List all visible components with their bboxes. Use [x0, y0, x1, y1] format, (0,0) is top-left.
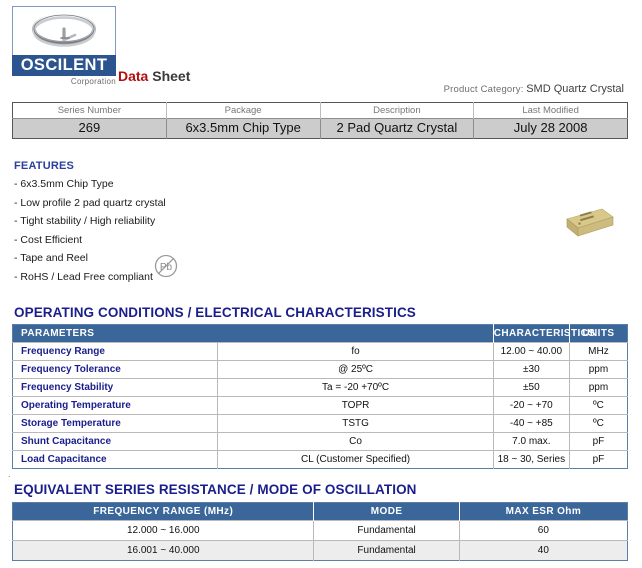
electrical-characteristic: ±50 — [493, 378, 570, 397]
table-row: Operating Temperature TOPR -20 ~ +70 ºC — [12, 396, 628, 415]
features-title: FEATURES — [14, 160, 75, 172]
info-table-header-row: Series Number Package Description Last M… — [12, 102, 628, 119]
esr-header-mode: MODE — [313, 502, 460, 521]
electrical-parameter: Frequency Range — [12, 342, 219, 361]
logo-wordmark: OSCILENT — [12, 55, 116, 76]
electrical-symbol: Co — [217, 432, 494, 451]
electrical-characteristic: 18 ~ 30, Series — [493, 450, 570, 469]
table-row: Shunt Capacitance Co 7.0 max. pF — [12, 432, 628, 451]
product-category-value: SMD Quartz Crystal — [526, 83, 624, 95]
electrical-units: ºC — [569, 396, 628, 415]
electrical-characteristic: ±30 — [493, 360, 570, 379]
electrical-parameter: Load Capacitance — [12, 450, 219, 469]
product-image-smd-crystal — [555, 205, 617, 249]
esr-max-esr: 40 — [459, 540, 628, 561]
electrical-header-row: PARAMETERS CHARACTERISTICS UNITS — [12, 324, 628, 343]
info-header-package: Package — [166, 102, 321, 119]
svg-text:Pb: Pb — [160, 262, 173, 273]
table-row: Frequency Tolerance @ 25ºC ±30 ppm — [12, 360, 628, 379]
electrical-units: pF — [569, 432, 628, 451]
feature-item: - Cost Efficient — [14, 233, 83, 246]
electrical-characteristic: -40 ~ +85 — [493, 414, 570, 433]
electrical-symbol: Ta = -20 +70ºC — [217, 378, 494, 397]
table-row: 12.000 ~ 16.000 Fundamental 60 — [12, 520, 628, 541]
logo-subtitle: Corporation — [70, 77, 116, 86]
electrical-units: ppm — [569, 360, 628, 379]
table-row: Storage Temperature TSTG -40 ~ +85 ºC — [12, 414, 628, 433]
info-value-series-number: 269 — [12, 118, 167, 139]
electrical-units: ºC — [569, 414, 628, 433]
feature-item: - 6x3.5mm Chip Type — [14, 178, 114, 190]
electrical-symbol: TOPR — [217, 396, 494, 415]
electrical-header-parameters: PARAMETERS — [12, 324, 494, 343]
product-category: Product Category: SMD Quartz Crystal — [444, 83, 624, 95]
esr-mode-table: FREQUENCY RANGE (MHz) MODE MAX ESR Ohm 1… — [12, 502, 628, 561]
electrical-units: MHz — [569, 342, 628, 361]
lead-free-pb-icon: Pb — [152, 252, 180, 280]
electrical-parameter: Storage Temperature — [12, 414, 219, 433]
electrical-units: ppm — [569, 378, 628, 397]
doc-type-word-data: Data — [118, 68, 149, 84]
section-heading-electrical: OPERATING CONDITIONS / ELECTRICAL CHARAC… — [14, 305, 416, 320]
document-type-title: Data Sheet — [118, 68, 190, 84]
electrical-characteristic: 12.00 ~ 40.00 — [493, 342, 570, 361]
table-row: 16.001 ~ 40.000 Fundamental 40 — [12, 540, 628, 561]
electrical-units: pF — [569, 450, 628, 469]
feature-item: - Low profile 2 pad quartz crystal — [14, 196, 166, 209]
electrical-characteristic: 7.0 max. — [493, 432, 570, 451]
product-category-label: Product Category: — [443, 84, 524, 95]
info-value-package: 6x3.5mm Chip Type — [166, 118, 321, 139]
esr-frequency-range: 16.001 ~ 40.000 — [12, 540, 315, 561]
feature-item: - RoHS / Lead Free compliant — [14, 270, 153, 283]
logo-ellipse-icon — [13, 7, 115, 53]
section-heading-esr: EQUIVALENT SERIES RESISTANCE / MODE OF O… — [14, 482, 417, 497]
esr-frequency-range: 12.000 ~ 16.000 — [12, 520, 315, 541]
info-header-last-modified: Last Modified — [473, 102, 628, 119]
electrical-symbol: @ 25ºC — [217, 360, 494, 379]
features-section: FEATURES - 6x3.5mm Chip Type - Low profi… — [14, 160, 314, 289]
esr-header-max-esr: MAX ESR Ohm — [459, 502, 628, 521]
electrical-symbol: fo — [217, 342, 494, 361]
document-info-table: Series Number Package Description Last M… — [12, 102, 628, 139]
electrical-parameter: Frequency Stability — [12, 378, 219, 397]
esr-header-row: FREQUENCY RANGE (MHz) MODE MAX ESR Ohm — [12, 502, 628, 521]
doc-type-word-sheet: Sheet — [152, 68, 191, 84]
electrical-parameter: Operating Temperature — [12, 396, 219, 415]
electrical-characteristic: -20 ~ +70 — [493, 396, 570, 415]
info-header-series-number: Series Number — [12, 102, 167, 119]
esr-mode: Fundamental — [313, 540, 460, 561]
esr-header-frequency-range: FREQUENCY RANGE (MHz) — [12, 502, 315, 521]
feature-item: - Tight stability / High reliability — [14, 215, 156, 227]
page-header: OSCILENT Corporation Data Sheet Product … — [0, 0, 642, 98]
stray-mark: . — [8, 469, 11, 479]
info-value-last-modified: July 28 2008 — [473, 118, 628, 139]
electrical-symbol: CL (Customer Specified) — [217, 450, 494, 469]
info-header-description: Description — [320, 102, 475, 119]
esr-mode: Fundamental — [313, 520, 460, 541]
electrical-header-characteristics: CHARACTERISTICS — [493, 324, 595, 343]
table-row: Load Capacitance CL (Customer Specified)… — [12, 450, 628, 469]
table-row: Frequency Range fo 12.00 ~ 40.00 MHz — [12, 342, 628, 361]
feature-item: - Tape and Reel — [14, 252, 88, 264]
electrical-header-units: UNITS — [569, 324, 628, 343]
electrical-characteristics-table: PARAMETERS CHARACTERISTICS UNITS Frequen… — [12, 324, 628, 469]
info-table-value-row: 269 6x3.5mm Chip Type 2 Pad Quartz Cryst… — [12, 118, 628, 139]
electrical-parameter: Shunt Capacitance — [12, 432, 219, 451]
electrical-parameter: Frequency Tolerance — [12, 360, 219, 379]
esr-max-esr: 60 — [459, 520, 628, 541]
electrical-symbol: TSTG — [217, 414, 494, 433]
info-value-description: 2 Pad Quartz Crystal — [320, 118, 475, 139]
table-row: Frequency Stability Ta = -20 +70ºC ±50 p… — [12, 378, 628, 397]
